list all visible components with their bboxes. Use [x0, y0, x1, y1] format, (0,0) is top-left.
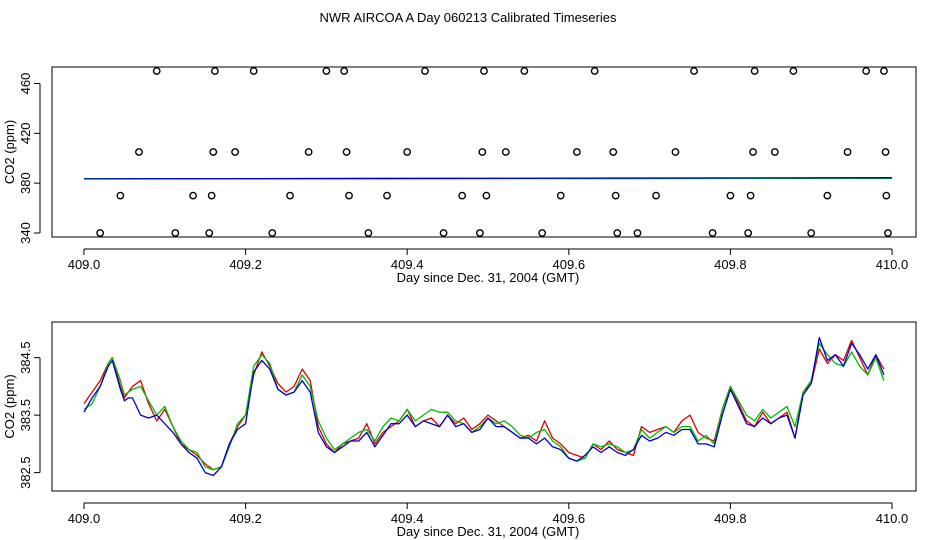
plot-panel-top: 409.0 409.2 409.4 409.6 409.8 410.0 Day since …: [2, 66, 917, 285]
series-line-blue: [83, 336, 885, 477]
x-tick-label: 409.2: [229, 511, 262, 526]
data-point: [421, 67, 429, 75]
data-point: [611, 191, 620, 200]
data-point: [322, 67, 331, 75]
x-tick-label: 409.6: [553, 257, 586, 272]
chart-title: NWR AIRCOA A Day 060213 Calibrated Times…: [319, 10, 617, 25]
data-point: [770, 148, 779, 156]
data-point: [572, 148, 581, 156]
data-point: [590, 67, 599, 75]
data-point: [96, 229, 105, 237]
y-tick-label: 384.5: [18, 341, 33, 374]
series-line-green: [83, 342, 885, 471]
x-tick-label: 409.8: [714, 257, 747, 272]
series-calibration-points: [96, 67, 892, 237]
x-tick-label: 409.0: [68, 511, 101, 526]
y-tick-label: 382.5: [18, 456, 33, 489]
data-point: [882, 191, 891, 200]
y-tick-label: 340: [18, 222, 33, 244]
data-point: [364, 229, 373, 237]
data-point: [268, 229, 277, 237]
data-point: [345, 191, 353, 200]
data-point: [746, 191, 755, 200]
x-axis-label: Day since Dec. 31, 2004 (GMT): [397, 524, 580, 539]
y-axis-label: CO2 (ppm): [2, 374, 17, 438]
data-point: [538, 229, 547, 237]
data-point: [749, 148, 757, 156]
data-point: [843, 148, 852, 156]
series-line-red: [83, 339, 885, 471]
data-point: [439, 229, 448, 237]
data-point: [750, 67, 759, 75]
data-point: [207, 191, 216, 200]
data-point: [340, 67, 349, 75]
data-point: [249, 67, 258, 75]
data-point: [304, 148, 313, 156]
data-point: [189, 191, 197, 200]
data-point: [152, 67, 161, 75]
data-point: [807, 229, 816, 237]
x-tick-label: 410.0: [876, 257, 909, 272]
data-point: [476, 229, 484, 237]
data-point: [556, 191, 565, 200]
data-point: [403, 148, 412, 156]
data-point: [823, 191, 832, 200]
data-point: [171, 229, 180, 237]
x-tick-label: 409.8: [714, 511, 747, 526]
x-tick-label: 409.4: [391, 511, 424, 526]
data-point: [744, 229, 753, 237]
y-axis-label: CO2 (ppm): [2, 120, 17, 184]
data-point: [880, 67, 888, 75]
x-tick-label: 409.4: [391, 257, 424, 272]
data-point: [862, 67, 871, 75]
data-point: [671, 148, 680, 156]
y-tick-label: 380: [18, 172, 33, 194]
plot-frame: [51, 66, 917, 238]
y-tick-label: 383.5: [18, 399, 33, 432]
y-tick-label: 460: [18, 73, 33, 95]
y-tick-label: 420: [18, 122, 33, 144]
data-point: [881, 148, 890, 156]
data-point: [690, 67, 698, 75]
x-axis-label: Day since Dec. 31, 2004 (GMT): [397, 270, 580, 285]
x-tick-label: 409.2: [229, 257, 262, 272]
x-tick-label: 409.6: [553, 511, 586, 526]
data-point: [520, 67, 529, 75]
data-point: [480, 67, 488, 75]
data-point: [726, 191, 735, 200]
data-point: [116, 191, 125, 200]
data-point: [205, 229, 214, 237]
plot-panel-bottom: 409.0 409.2 409.4 409.6 409.8 410.0 Day since …: [2, 321, 917, 539]
data-point: [609, 148, 618, 156]
data-point: [789, 67, 798, 75]
data-point: [231, 148, 239, 156]
data-point: [501, 148, 510, 156]
data-point: [884, 229, 892, 237]
data-point: [708, 229, 717, 237]
data-point: [383, 191, 391, 200]
data-point: [478, 148, 487, 156]
data-point: [652, 191, 660, 200]
data-point: [286, 191, 294, 200]
x-tick-label: 410.0: [876, 511, 909, 526]
plot-frame: [51, 321, 917, 492]
data-point: [458, 191, 467, 200]
data-point: [613, 229, 622, 237]
data-point: [342, 148, 351, 156]
data-point: [210, 67, 219, 75]
data-point: [633, 229, 642, 237]
data-point: [135, 148, 143, 156]
x-tick-label: 409.0: [68, 257, 101, 272]
series-line-blue: [83, 177, 893, 180]
data-point: [482, 191, 491, 200]
data-point: [209, 148, 218, 156]
